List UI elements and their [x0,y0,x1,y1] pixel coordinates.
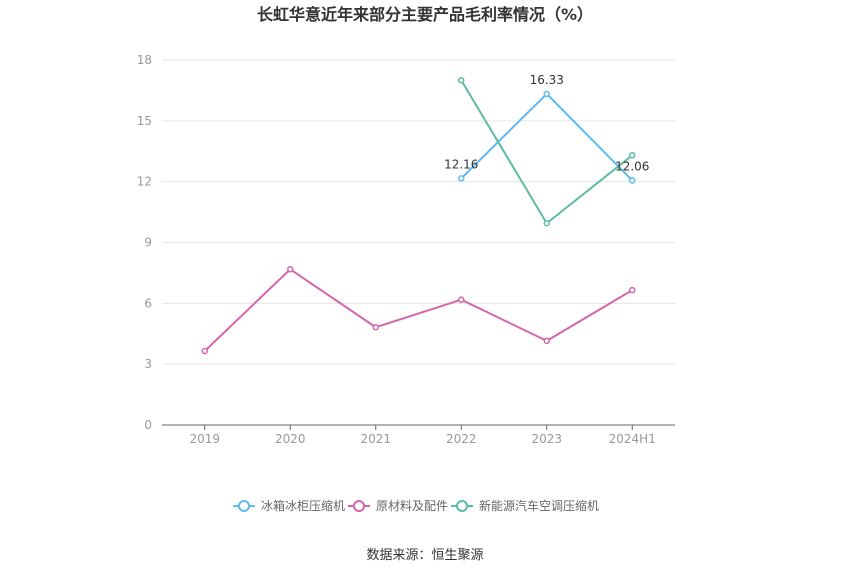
data-point [287,266,294,273]
series-line [460,92,633,182]
data-point [458,175,465,182]
legend-label: 冰箱冰柜压缩机 [261,498,345,513]
data-label: 16.33 [530,73,564,87]
y-tick-label: 6 [144,296,152,310]
legend-label: 新能源汽车空调压缩机 [479,498,599,513]
legend-item: 原材料及配件 [348,499,448,513]
data-point [543,219,550,227]
legend: 冰箱冰柜压缩机 原材料及配件 新能源汽车空调压缩机 [233,498,599,513]
data-point [458,296,465,303]
y-tick-label: 0 [144,418,152,432]
data-point [543,337,550,345]
data-point [458,77,465,84]
x-tick-label: 2024H1 [609,432,656,446]
series-layer [201,77,636,355]
x-tick-label: 2020 [275,432,306,446]
data-label-layer: 12.16 16.33 12.06 [444,73,649,174]
x-tick-label: 2023 [531,432,562,446]
axis-layer: 0 3 6 9 12 15 18 2019 2020 2021 2022 2023 2024H1 [137,53,675,446]
data-point [372,324,379,331]
data-point [629,152,636,159]
legend-swatch-marker [238,500,250,512]
y-tick-label: 3 [144,357,152,371]
legend-swatch-marker [456,500,468,512]
legend-item: 冰箱冰柜压缩机 [233,498,345,513]
chart-title: 长虹华意近年来部分主要产品毛利率情况（%） [257,5,593,24]
x-tick-label: 2021 [360,432,391,446]
data-label: 12.16 [444,157,478,171]
legend-item: 新能源汽车空调压缩机 [451,498,599,513]
data-point [629,286,636,294]
series-line [204,268,633,352]
y-tick-label: 15 [137,114,152,128]
source-note: 数据来源：恒生聚源 [366,548,483,563]
x-tick-label: 2019 [189,432,220,446]
y-tick-label: 18 [137,53,152,67]
y-tick-label: 9 [144,236,152,250]
data-label: 12.06 [615,159,649,173]
y-tick-label: 12 [137,175,152,189]
data-point [629,177,636,184]
data-point [201,347,208,355]
legend-swatch-marker [353,500,365,512]
x-tick-label: 2022 [446,432,477,446]
legend-label: 原材料及配件 [376,499,448,513]
grid-layer [162,59,675,365]
data-point [543,90,550,98]
